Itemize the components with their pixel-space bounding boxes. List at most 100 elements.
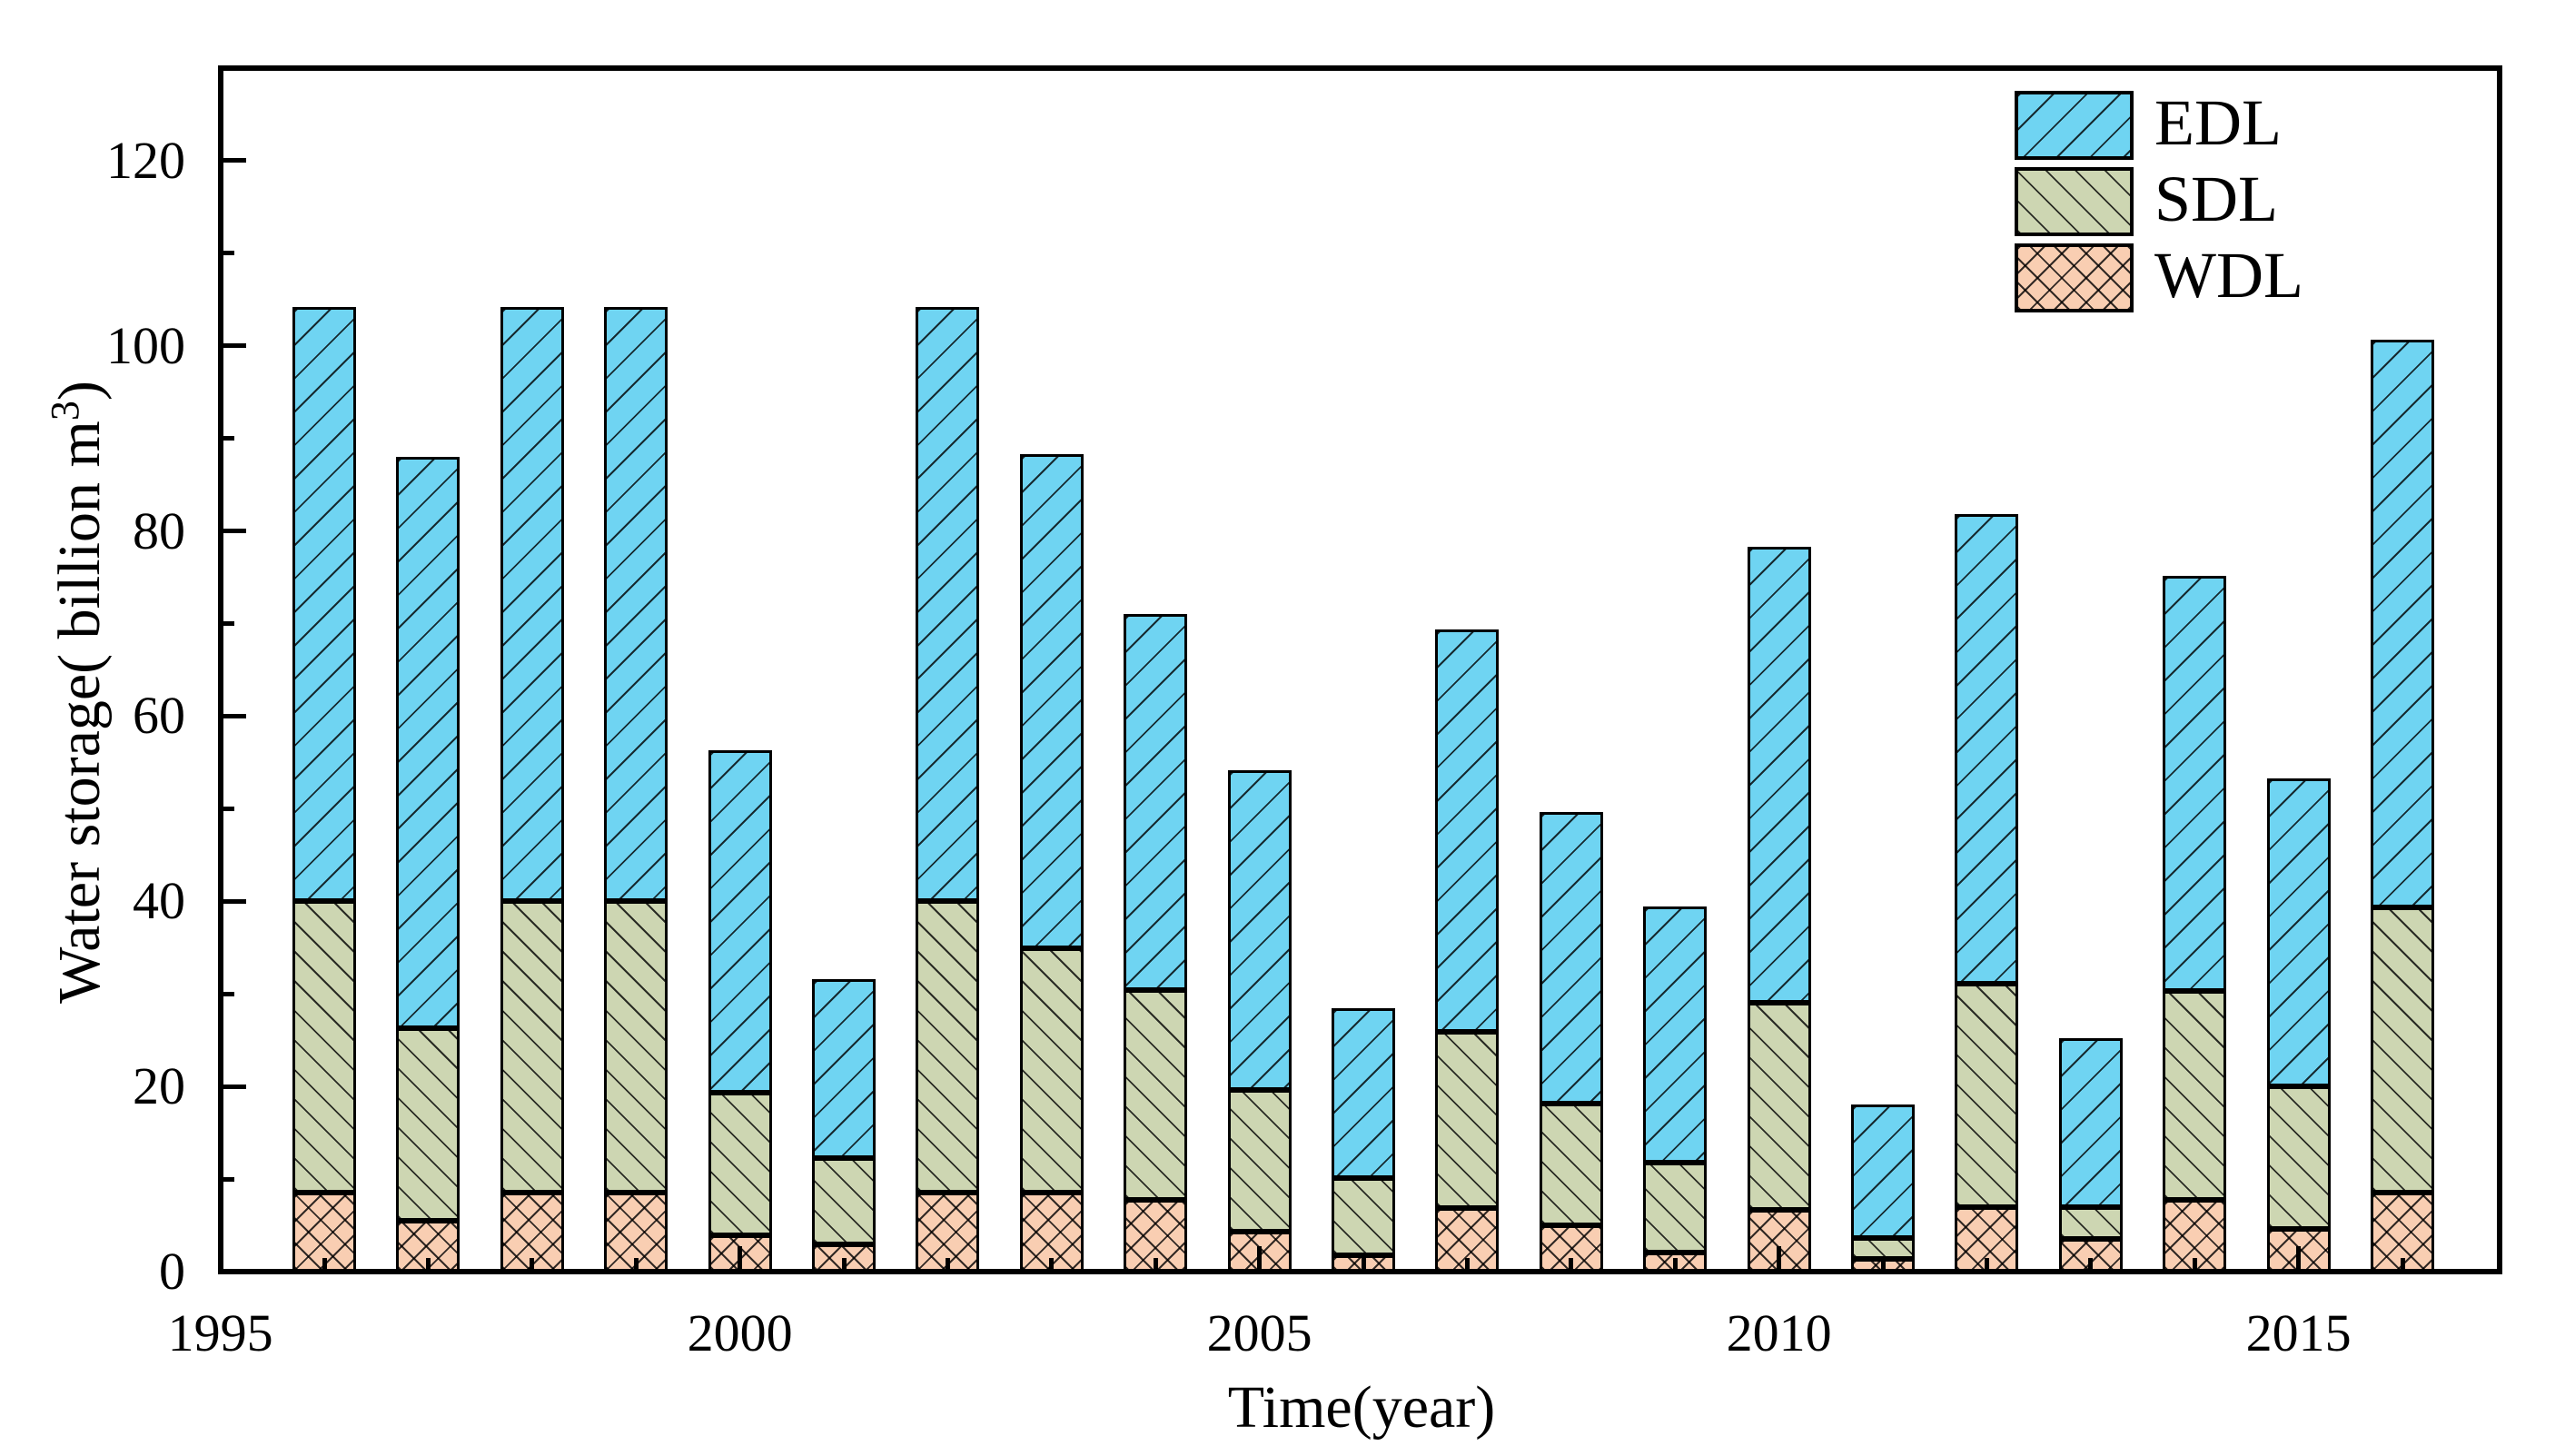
x-axis-tick-label-2000: 2000 <box>687 1303 793 1362</box>
y-axis-title-superscript: 3 <box>43 401 87 421</box>
x-axis-minor-tick-2001 <box>841 1258 847 1272</box>
legend-swatch-edl-icon <box>2015 91 2134 160</box>
x-axis-tick-label-1995: 1995 <box>167 1303 273 1362</box>
bar-2008-segment-sdl <box>1539 1103 1603 1226</box>
bar-1998-segment-sdl <box>500 901 564 1194</box>
bar-2003-segment-wdl <box>1019 1193 1084 1272</box>
y-axis-major-tick-20 <box>221 1084 246 1089</box>
bar-2007-segment-edl <box>1435 629 1500 1033</box>
bar-2006-segment-sdl <box>1332 1178 1395 1255</box>
legend-swatch-sdl-icon <box>2015 167 2134 236</box>
bar-2011-segment-sdl <box>1851 1238 1915 1259</box>
x-axis-minor-tick-1999 <box>633 1258 639 1272</box>
x-axis-minor-tick-2006 <box>1361 1258 1366 1272</box>
plot-area <box>221 68 2502 1272</box>
bar-1996 <box>292 68 356 1272</box>
x-axis-minor-tick-1996 <box>322 1258 327 1272</box>
x-axis-tick-label-2005: 2005 <box>1206 1303 1312 1362</box>
y-axis-tick-label-60: 60 <box>133 686 185 746</box>
y-axis-minor-tick-70 <box>221 621 234 627</box>
bar-2007-segment-sdl <box>1435 1032 1500 1208</box>
bar-2015-segment-sdl <box>2266 1086 2331 1230</box>
x-axis-minor-tick-2012 <box>1984 1258 1989 1272</box>
bar-2006-segment-edl <box>1332 1007 1395 1179</box>
bar-2001-segment-sdl <box>812 1157 876 1245</box>
x-axis-tick-label-2010: 2010 <box>1726 1303 1832 1362</box>
y-axis-tick-label-40: 40 <box>133 871 185 931</box>
legend-label-edl: EDL <box>2154 85 2282 159</box>
bar-1998 <box>500 68 564 1272</box>
bar-1996-segment-sdl <box>292 901 356 1194</box>
x-axis-major-tick-2010 <box>1777 1246 1782 1272</box>
legend-swatch-wdl-icon <box>2015 243 2134 312</box>
bar-2008-segment-edl <box>1539 812 1603 1104</box>
bar-1998-segment-edl <box>500 306 564 902</box>
y-axis-minor-tick-50 <box>221 806 234 811</box>
x-axis-major-tick-2005 <box>1257 1246 1263 1272</box>
bar-1999-segment-wdl <box>604 1193 669 1272</box>
bar-2014-segment-edl <box>2163 575 2227 992</box>
bar-2005-segment-edl <box>1227 769 1292 1091</box>
bar-2010 <box>1747 68 1811 1272</box>
bar-2010-segment-edl <box>1747 546 1811 1004</box>
bar-2009 <box>1643 68 1708 1272</box>
bar-2001-segment-edl <box>812 978 876 1158</box>
bar-2003-segment-sdl <box>1019 948 1084 1194</box>
bar-2016-segment-edl <box>2371 339 2434 908</box>
bar-2002-segment-sdl <box>916 901 980 1194</box>
bar-2009-segment-sdl <box>1643 1162 1708 1253</box>
bar-1996-segment-edl <box>292 306 356 902</box>
y-axis-major-tick-40 <box>221 898 246 904</box>
bar-1999-segment-sdl <box>604 901 669 1194</box>
x-axis-minor-tick-2016 <box>2400 1258 2405 1272</box>
y-axis-minor-tick-10 <box>221 1176 234 1182</box>
bar-2002-segment-edl <box>916 306 980 902</box>
bar-2007 <box>1435 68 1500 1272</box>
x-axis-minor-tick-2009 <box>1672 1258 1678 1272</box>
bar-2004 <box>1124 68 1188 1272</box>
bar-2012-segment-edl <box>1955 514 2019 985</box>
x-axis-tick-label-2015: 2015 <box>2245 1303 2352 1362</box>
bar-2001 <box>812 68 876 1272</box>
bar-2010-segment-sdl <box>1747 1003 1811 1210</box>
bar-2008 <box>1539 68 1603 1272</box>
bar-2004-segment-wdl <box>1124 1199 1188 1272</box>
x-axis-minor-tick-2004 <box>1153 1258 1158 1272</box>
bar-1999-segment-edl <box>604 306 669 902</box>
x-axis-minor-tick-1998 <box>530 1258 535 1272</box>
bar-2013 <box>2058 68 2123 1272</box>
bar-1999 <box>604 68 669 1272</box>
bar-1997-segment-sdl <box>396 1027 461 1221</box>
y-axis-tick-label-120: 120 <box>106 130 185 190</box>
y-axis-major-tick-120 <box>221 158 246 163</box>
bar-1998-segment-wdl <box>500 1193 564 1272</box>
bar-2009-segment-edl <box>1643 906 1708 1163</box>
y-axis-minor-tick-110 <box>221 251 234 256</box>
bar-1997 <box>396 68 461 1272</box>
bar-2013-segment-edl <box>2058 1038 2123 1207</box>
bar-2014-segment-sdl <box>2163 991 2227 1200</box>
bar-1997-segment-wdl <box>396 1220 461 1272</box>
bar-2016 <box>2371 68 2434 1272</box>
bar-2000-segment-edl <box>708 750 772 1094</box>
bar-2012-segment-sdl <box>1955 984 2019 1207</box>
y-axis-minor-tick-30 <box>221 991 234 996</box>
bar-2015 <box>2266 68 2331 1272</box>
x-axis-major-tick-2000 <box>738 1246 743 1272</box>
bar-1997-segment-edl <box>396 457 461 1028</box>
y-axis-major-tick-60 <box>221 713 246 718</box>
x-axis-minor-tick-2014 <box>2192 1258 2197 1272</box>
x-axis-minor-tick-2007 <box>1464 1258 1470 1272</box>
bar-2014 <box>2163 68 2227 1272</box>
bar-2000-segment-sdl <box>708 1093 772 1236</box>
bar-2003-segment-edl <box>1019 454 1084 949</box>
y-axis-tick-label-80: 80 <box>133 500 185 560</box>
bar-2002 <box>916 68 980 1272</box>
x-axis-major-tick-2015 <box>2296 1246 2302 1272</box>
legend-label-sdl: SDL <box>2154 162 2279 235</box>
x-axis-minor-tick-2011 <box>1880 1258 1886 1272</box>
x-axis-minor-tick-1997 <box>425 1258 431 1272</box>
bar-2013-segment-sdl <box>2058 1206 2123 1240</box>
bar-2016-segment-wdl <box>2371 1193 2434 1272</box>
